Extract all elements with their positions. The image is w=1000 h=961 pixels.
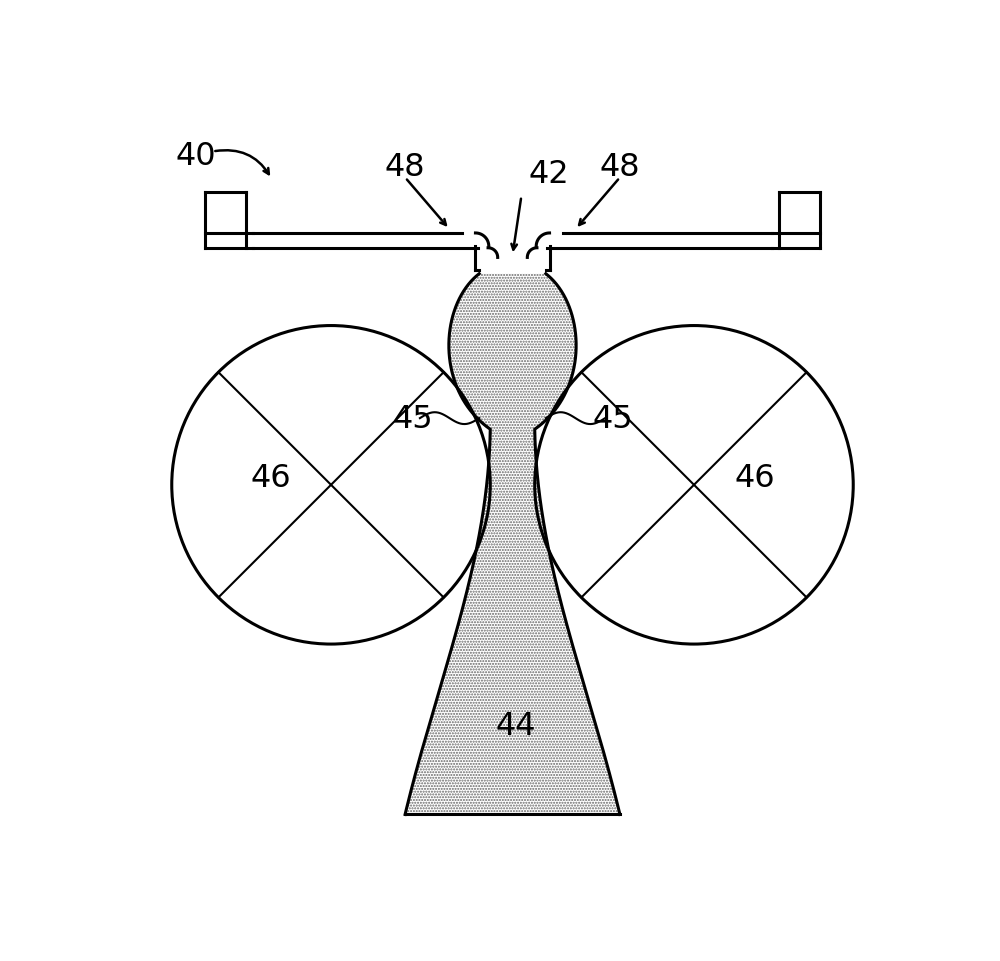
Text: 46: 46 <box>250 462 291 493</box>
Text: 48: 48 <box>385 152 425 183</box>
Text: 48: 48 <box>600 152 640 183</box>
Text: 45: 45 <box>592 404 633 434</box>
Text: 45: 45 <box>392 404 433 434</box>
Text: 40: 40 <box>175 141 216 172</box>
Polygon shape <box>405 275 620 815</box>
Text: 46: 46 <box>734 462 775 493</box>
Text: 44: 44 <box>496 710 536 741</box>
Text: 42: 42 <box>529 159 570 190</box>
